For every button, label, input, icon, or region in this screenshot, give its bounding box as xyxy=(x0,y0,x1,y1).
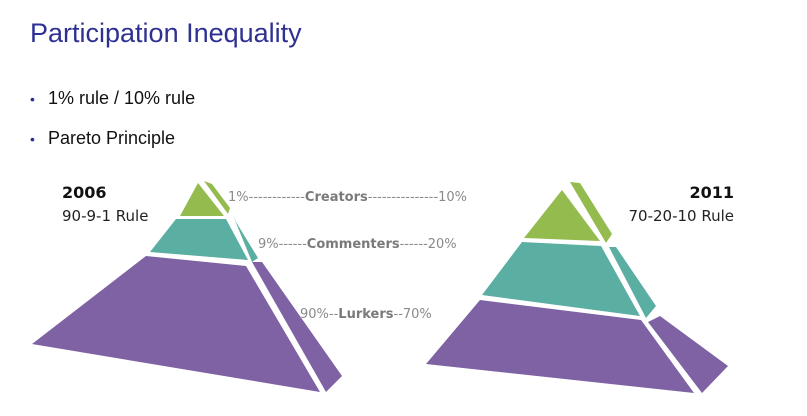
left-creators-side xyxy=(204,181,230,214)
left-lurkers-front xyxy=(32,256,320,392)
right-year-label: 2011 xyxy=(689,183,734,202)
commenters-right-value: ------20% xyxy=(400,237,457,252)
commenters-connector: 9%------Commenters------20% xyxy=(258,237,457,252)
creators-label: Creators xyxy=(305,190,368,205)
left-rule-label: 90-9-1 Rule xyxy=(62,207,148,225)
left-creators-front xyxy=(180,183,224,216)
right-commenters-side xyxy=(609,247,656,318)
commenters-label: Commenters xyxy=(307,237,400,252)
right-rule-label: 70-20-10 Rule xyxy=(628,207,734,225)
bullet-text: 1% rule / 10% rule xyxy=(48,88,196,108)
bullet-item: • Pareto Principle xyxy=(30,128,195,168)
right-commenters-front xyxy=(482,242,640,316)
bullet-dot-icon: • xyxy=(30,91,35,107)
creators-right-value: ---------------10% xyxy=(368,190,467,205)
left-pyramid xyxy=(32,181,342,392)
lurkers-connector: 90%--Lurkers--70% xyxy=(300,307,432,322)
left-lurkers-side xyxy=(252,262,342,392)
right-creators-front xyxy=(524,190,600,241)
bullet-dot-icon: • xyxy=(30,131,35,147)
commenters-left-value: 9%------ xyxy=(258,237,307,252)
left-year-label: 2006 xyxy=(62,183,107,202)
lurkers-left-value: 90%-- xyxy=(300,307,339,322)
left-commenters-side xyxy=(232,213,258,262)
bullet-list: • 1% rule / 10% rule • Pareto Principle xyxy=(30,88,195,168)
right-pyramid xyxy=(426,182,728,393)
right-lurkers-side xyxy=(648,316,728,393)
slide-title: Participation Inequality xyxy=(30,18,302,48)
bullet-item: • 1% rule / 10% rule xyxy=(30,88,195,128)
right-lurkers-front xyxy=(426,300,694,393)
bullet-text: Pareto Principle xyxy=(48,128,176,148)
right-creators-side xyxy=(570,182,612,243)
lurkers-right-value: --70% xyxy=(394,307,432,322)
left-commenters-front xyxy=(150,219,248,260)
lurkers-label: Lurkers xyxy=(338,307,393,322)
creators-left-value: 1%------------ xyxy=(228,190,305,205)
creators-connector: 1%------------Creators---------------10% xyxy=(228,190,467,205)
